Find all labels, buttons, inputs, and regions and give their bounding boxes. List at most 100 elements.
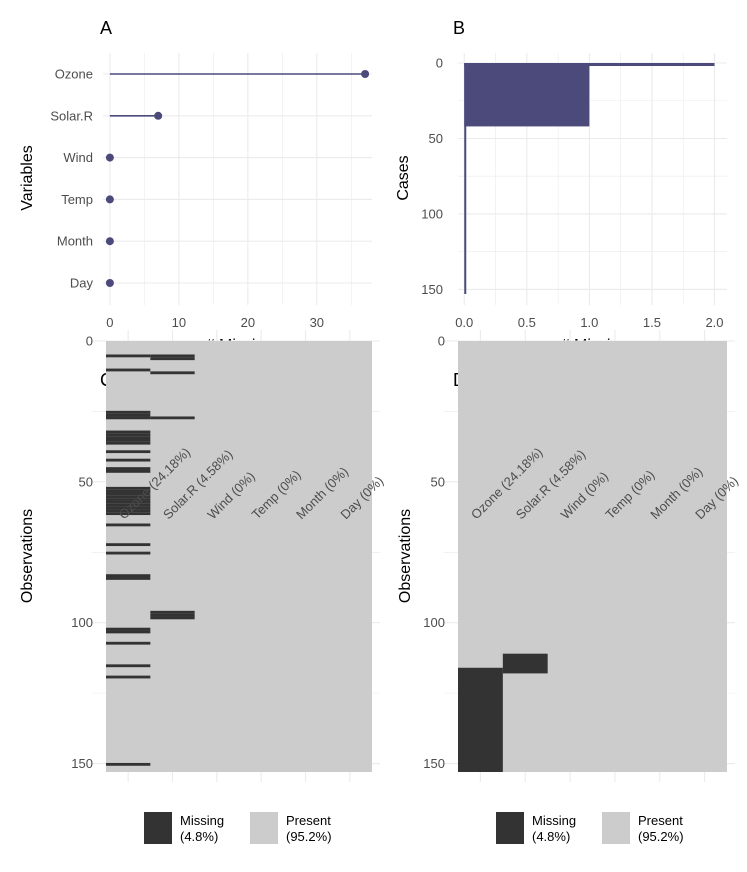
missing-block [502, 653, 548, 674]
y-tick-label: 150 [421, 282, 443, 297]
missing-cell [106, 368, 151, 372]
x-tick-label: 0 [106, 315, 113, 330]
y-tick-label: Wind [63, 150, 93, 165]
legend-label-missing: Missing [532, 813, 576, 828]
y-axis-title: Observations [19, 509, 36, 603]
missing-cell [106, 577, 151, 580]
missing-cell [106, 438, 151, 442]
missing-cell [106, 458, 151, 462]
legend-pct-missing: (4.8%) [532, 829, 570, 844]
missing-cell [106, 675, 151, 679]
y-tick-label: Solar.R [50, 108, 93, 123]
panel-letter-b: B [453, 18, 465, 38]
step-bar [464, 63, 590, 127]
step-bar [464, 63, 467, 294]
missing-cell [106, 627, 151, 631]
y-tick-label: 100 [71, 615, 93, 630]
missing-cell [106, 495, 151, 499]
missing-cell [106, 489, 151, 493]
missing-cell [150, 610, 195, 614]
legend-label-present: Present [286, 813, 331, 828]
missing-cell [150, 357, 195, 361]
y-tick-label: 50 [429, 131, 443, 146]
y-tick-label: Temp [61, 192, 93, 207]
x-tick-label: 1.0 [580, 315, 598, 330]
missing-cell [106, 486, 151, 490]
missing-cell [106, 543, 151, 547]
missing-cell [106, 413, 151, 417]
legend-label-missing: Missing [180, 813, 224, 828]
missing-cell [150, 616, 195, 620]
missing-cell [106, 430, 151, 434]
missing-cell [106, 762, 151, 766]
x-tick-label: 2.0 [705, 315, 723, 330]
legend-swatch-present [602, 812, 630, 844]
lollipop-point [105, 237, 114, 246]
missing-cell [106, 441, 151, 445]
missing-cell [106, 551, 151, 555]
missing-cell [106, 436, 151, 439]
y-tick-label: 100 [421, 206, 443, 221]
y-tick-label: Ozone [55, 67, 93, 82]
x-tick-label: 20 [241, 315, 255, 330]
missing-cell [106, 492, 151, 496]
missing-cell [106, 503, 151, 507]
missing-block [458, 667, 503, 772]
missing-cell [106, 641, 151, 645]
missing-cell [106, 523, 151, 527]
missing-cell [150, 354, 195, 358]
missing-cell [106, 500, 151, 504]
y-axis-title: Cases [395, 155, 412, 200]
missing-cell [106, 354, 151, 358]
y-tick-label: 150 [71, 756, 93, 771]
lollipop-point [361, 70, 370, 78]
legend-label-present: Present [638, 813, 683, 828]
lollipop-point [154, 111, 163, 120]
y-tick-label: 0 [436, 56, 443, 71]
x-tick-label: 0.0 [455, 315, 473, 330]
lollipop-point [105, 195, 114, 204]
missing-cell [106, 467, 151, 470]
y-tick-label: 0 [438, 334, 445, 349]
missing-cell [150, 613, 195, 617]
legend-swatch-present [250, 812, 278, 844]
missing-cell [106, 410, 151, 414]
y-axis-title: Observations [397, 509, 414, 603]
missing-cell [106, 574, 151, 578]
missing-cell [150, 371, 195, 375]
missing-cell [106, 416, 151, 420]
missing-cell [106, 630, 151, 634]
legend-pct-missing: (4.8%) [180, 829, 218, 844]
y-tick-label: 0 [86, 334, 93, 349]
x-tick-label: 30 [310, 315, 324, 330]
missing-cell [106, 450, 151, 454]
y-tick-label: 50 [431, 474, 445, 489]
y-tick-label: Day [70, 276, 94, 291]
x-tick-label: 1.5 [643, 315, 661, 330]
missing-cell [106, 433, 151, 437]
missing-cell [106, 498, 151, 501]
panel-letter-a: A [100, 18, 112, 38]
legend-swatch-missing [144, 812, 172, 844]
legend-pct-present: (95.2%) [286, 829, 332, 844]
missing-cell [106, 664, 151, 668]
y-axis-title: Variables [19, 145, 36, 211]
y-tick-label: 100 [423, 615, 445, 630]
present-cells [106, 341, 372, 772]
y-tick-label: 50 [79, 474, 93, 489]
x-tick-label: 0.5 [518, 315, 536, 330]
chart-d: Ozone (24.18%)Solar.R (4.58%)Wind (0%)Te… [397, 330, 741, 844]
lollipop-point [105, 279, 114, 287]
missing-cell [106, 469, 151, 473]
legend-swatch-missing [496, 812, 524, 844]
missing-cell [106, 506, 151, 510]
chart-c: Ozone (24.18%)Solar.R (4.58%)Wind (0%)Te… [19, 330, 386, 844]
y-tick-label: 150 [423, 756, 445, 771]
missing-cell [150, 416, 195, 420]
legend-pct-present: (95.2%) [638, 829, 684, 844]
lollipop-point [105, 153, 114, 162]
missing-cell [106, 509, 151, 513]
